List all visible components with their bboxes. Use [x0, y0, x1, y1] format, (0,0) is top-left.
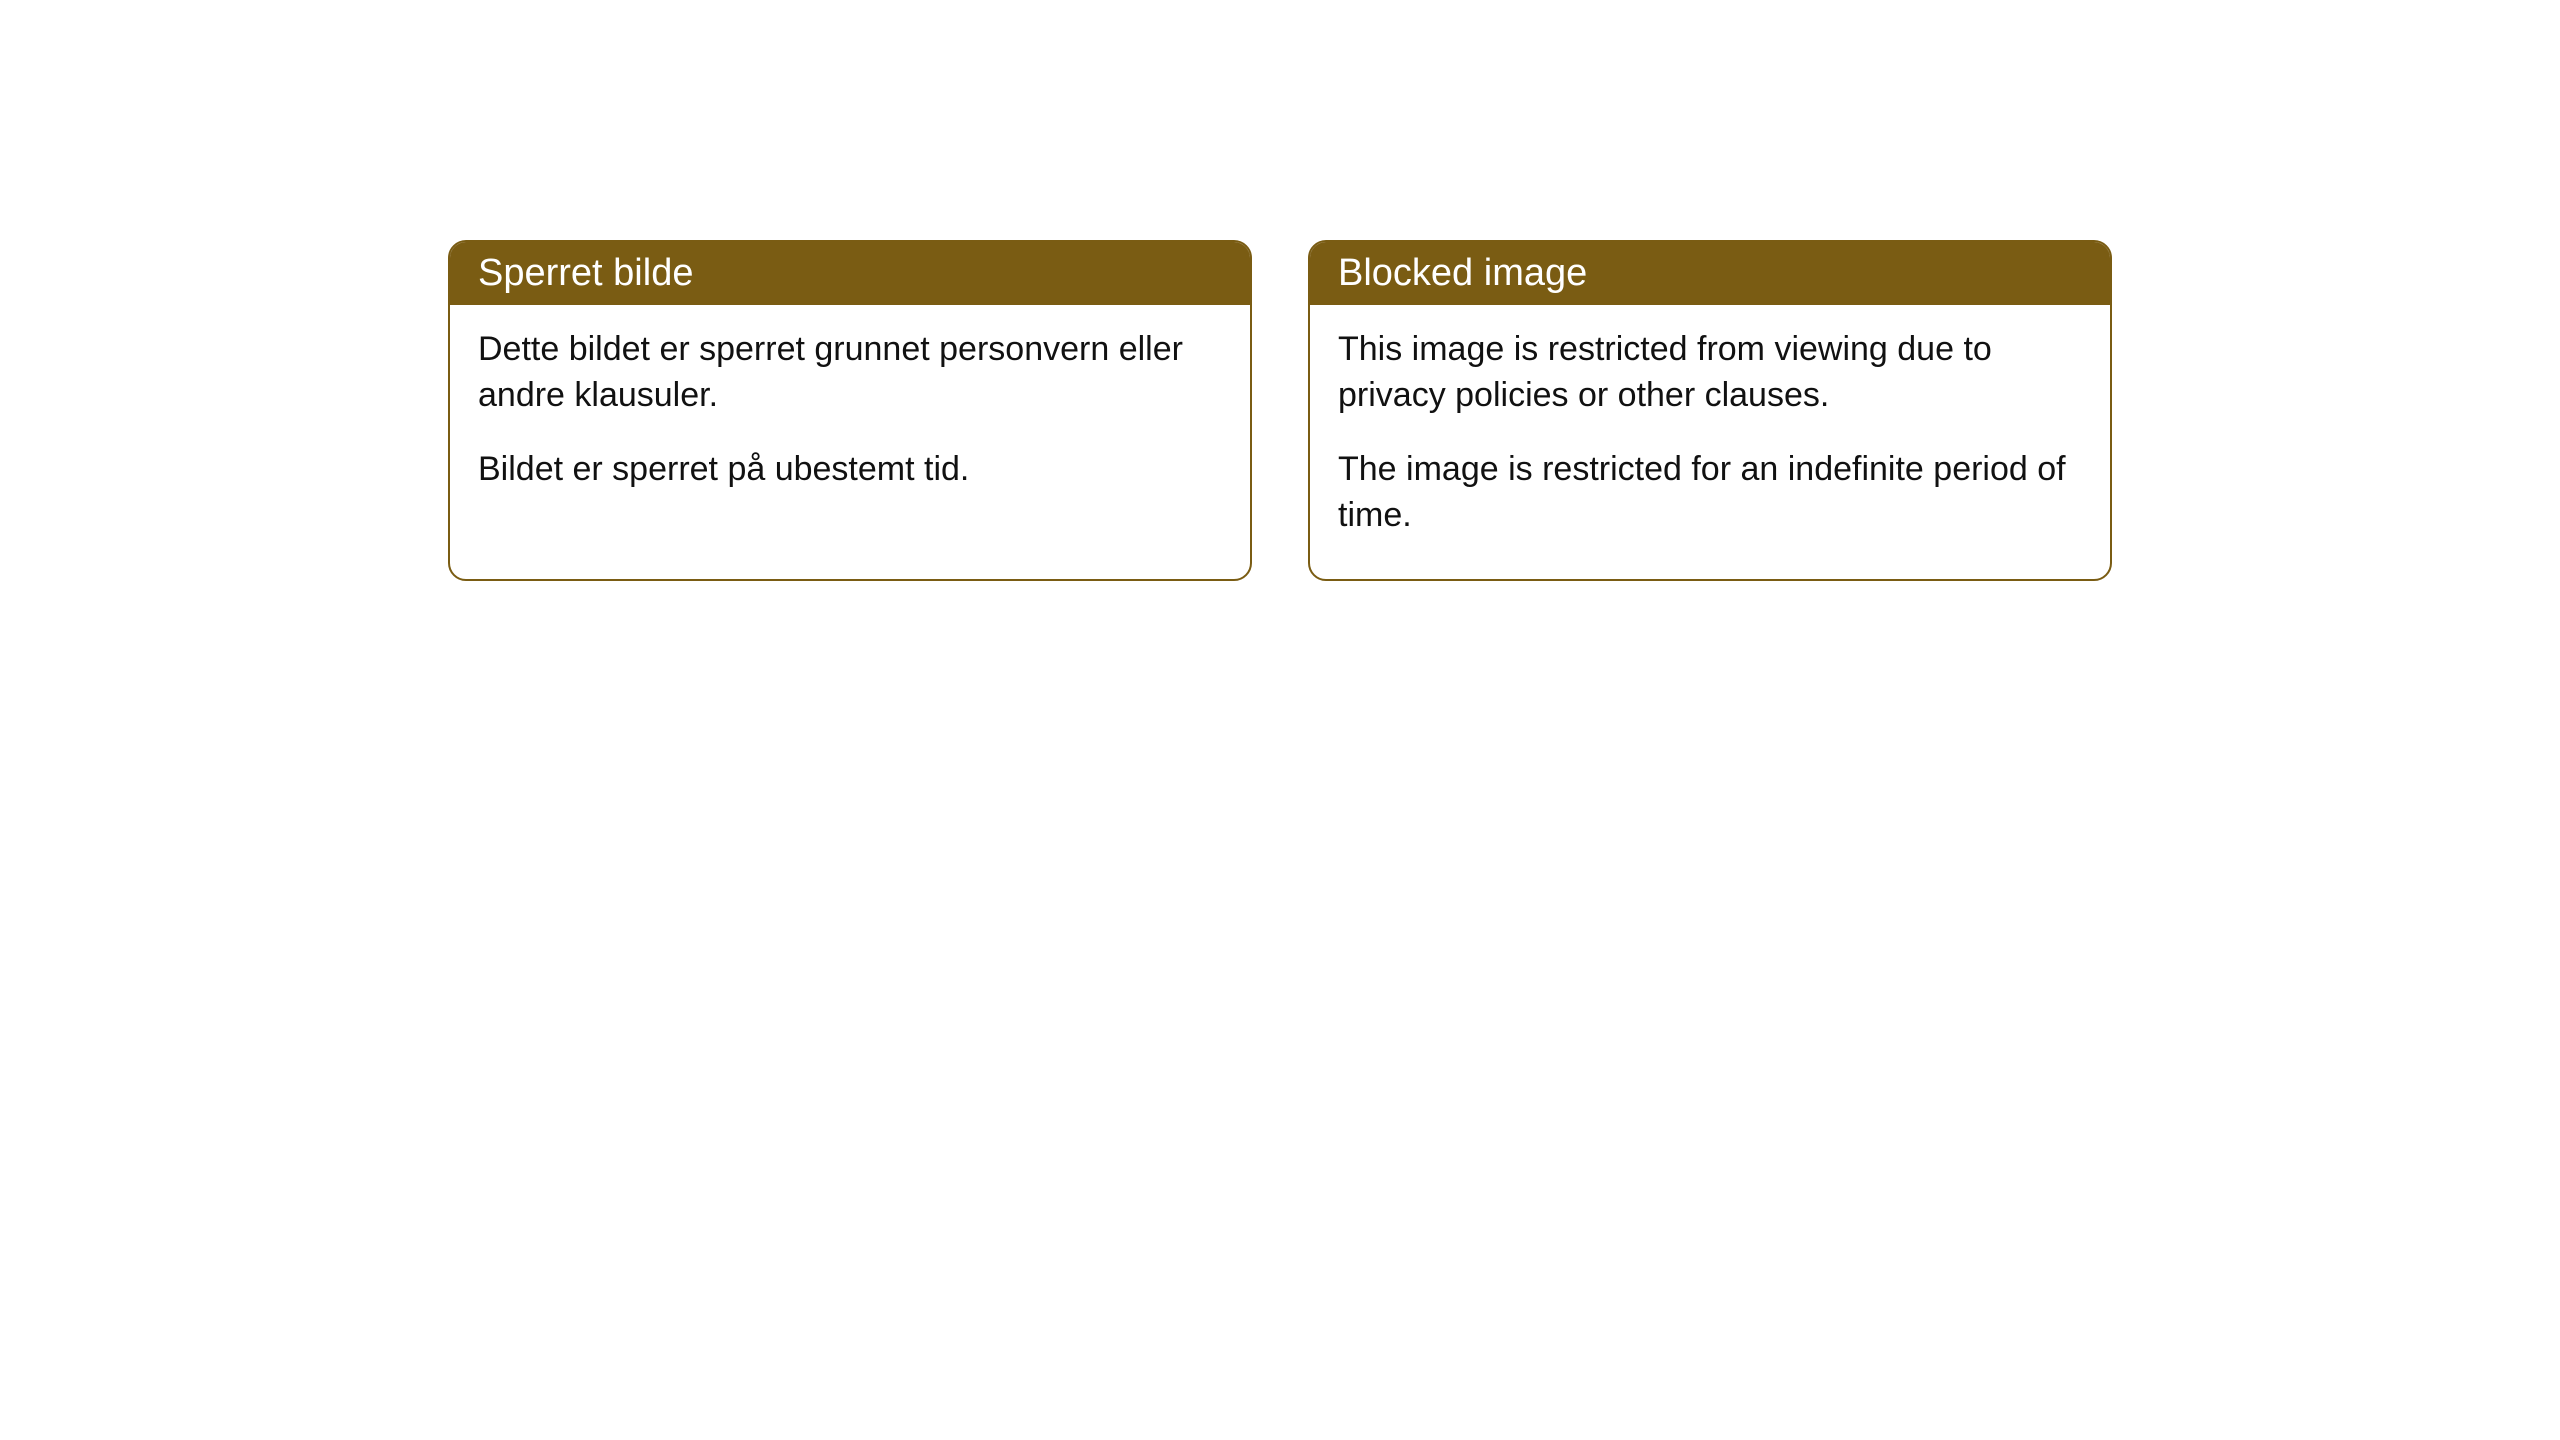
card-paragraph: This image is restricted from viewing du… — [1338, 327, 2082, 419]
card-header: Sperret bilde — [450, 242, 1250, 305]
notice-card-english: Blocked image This image is restricted f… — [1308, 240, 2112, 581]
card-paragraph: Dette bildet er sperret grunnet personve… — [478, 327, 1222, 419]
notice-card-norwegian: Sperret bilde Dette bildet er sperret gr… — [448, 240, 1252, 581]
card-paragraph: The image is restricted for an indefinit… — [1338, 447, 2082, 539]
card-paragraph: Bildet er sperret på ubestemt tid. — [478, 447, 1222, 493]
card-body: Dette bildet er sperret grunnet personve… — [450, 305, 1250, 533]
card-header: Blocked image — [1310, 242, 2110, 305]
notice-container: Sperret bilde Dette bildet er sperret gr… — [0, 0, 2560, 581]
card-body: This image is restricted from viewing du… — [1310, 305, 2110, 579]
